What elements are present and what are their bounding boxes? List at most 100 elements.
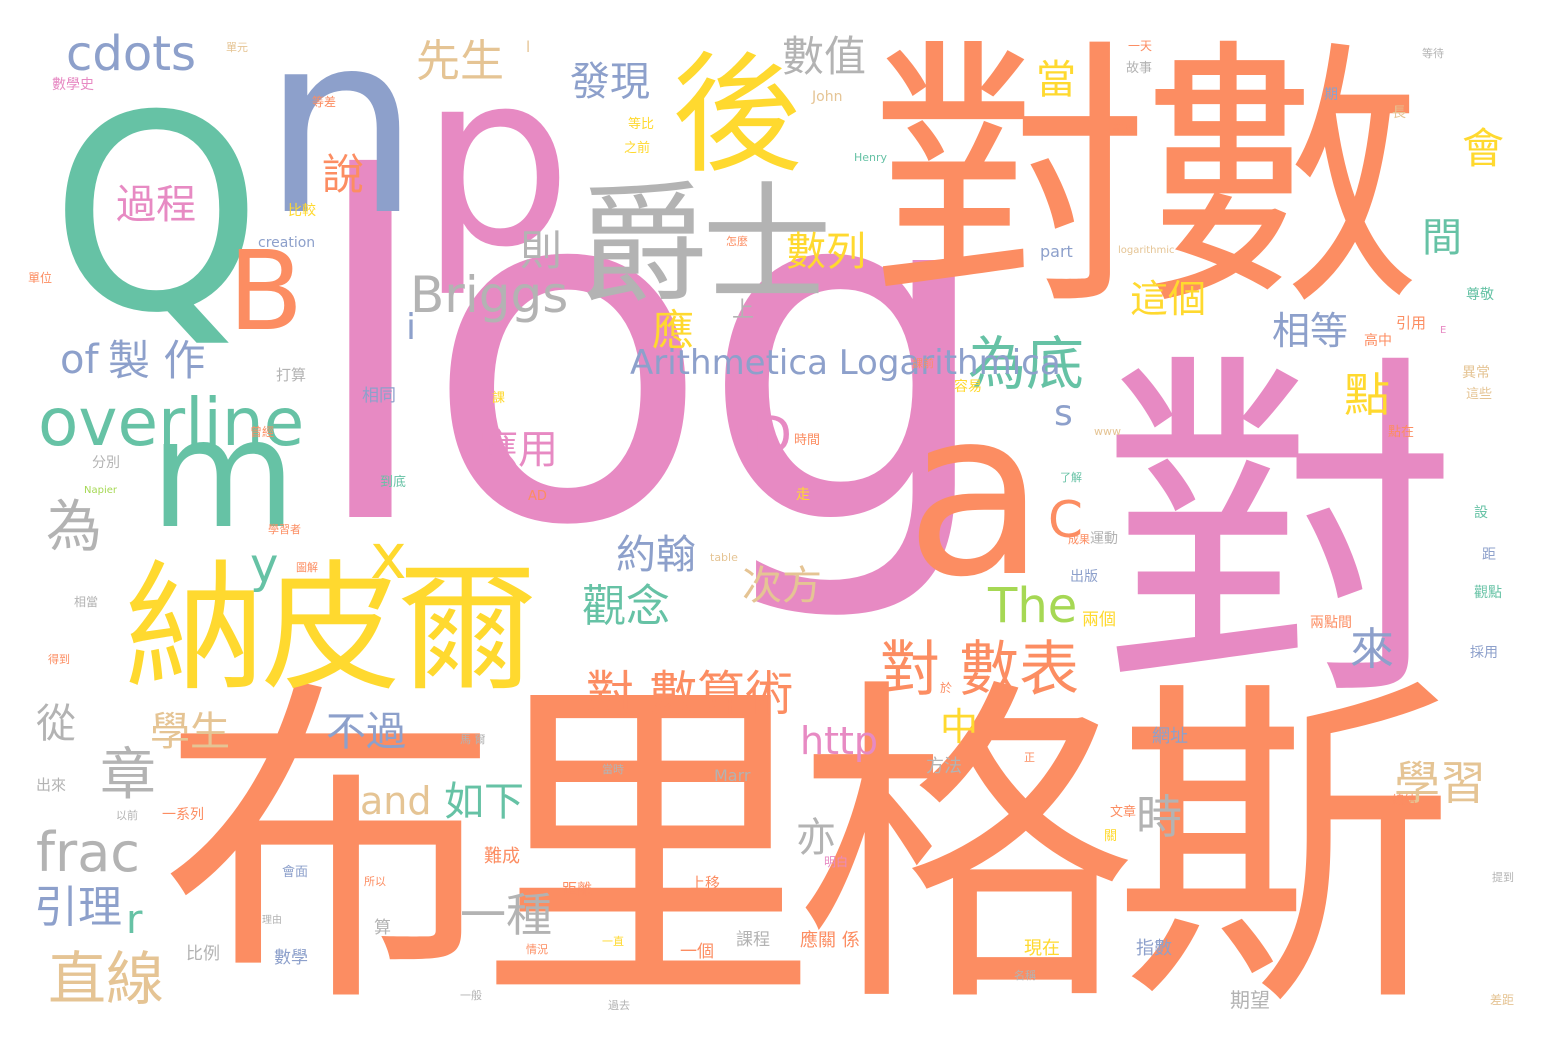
word-zhexie: 異常 <box>1462 365 1490 381</box>
word-dedao: 正 <box>1024 751 1035 764</box>
word-yiban: 以前 <box>116 809 138 822</box>
word-xuesheng: 學生 <box>150 709 230 755</box>
word-shang: x <box>370 520 407 593</box>
word-duishubiao: 對 數表 <box>880 635 1080 705</box>
word-yitian: 故事 <box>1126 61 1153 76</box>
word-john: l <box>526 38 531 56</box>
word-cifang: 次方 <box>742 563 822 609</box>
word-zhixian: 直線 <box>48 945 165 1013</box>
word-chang: 點在 <box>1388 425 1415 440</box>
word-xianzai: 指數 <box>1136 938 1172 959</box>
word-of: s <box>1054 393 1073 434</box>
word-liangge: 兩點間 <box>1310 615 1352 631</box>
word-dianzai: 尊敬 <box>1466 287 1494 303</box>
word-yi: 時 <box>1136 790 1182 844</box>
word-zhishu: 方法 <box>926 756 962 777</box>
word-chulai: 到底 <box>380 475 407 490</box>
word-ying: 說 <box>322 150 365 199</box>
word-cengjing: 課前 <box>912 357 934 370</box>
word-zhizuo: 製 作 <box>108 336 206 385</box>
word-log: log <box>305 81 997 628</box>
word-xuexizhe: 等待 <box>1422 47 1444 60</box>
word-yingguanxi: 期望 <box>1230 988 1270 1012</box>
word-D: D <box>752 406 793 466</box>
word-zenme: 比較 <box>288 203 316 219</box>
word-The: The <box>988 578 1078 634</box>
word-mingbai: 了解 <box>1060 471 1082 484</box>
word-table: Napier <box>84 485 117 496</box>
word-suoyi: 一般 <box>460 989 482 1002</box>
word-tidao: 一直 <box>602 935 624 948</box>
word-qingkuang: 所以 <box>364 875 386 888</box>
word-keqian: 得到 <box>48 653 70 666</box>
word-yiqian: 曾經 <box>250 425 275 439</box>
word-juli: 上移 <box>690 874 721 892</box>
word-gaozhong: 引用 <box>1396 314 1427 332</box>
word-xuexi: 學習 <box>1394 756 1486 810</box>
word-wei: 為 <box>46 495 102 560</box>
word-n: n <box>262 0 421 270</box>
word-dengdai: 成果 <box>1068 533 1090 546</box>
word-overline: overline <box>38 384 305 461</box>
word-guanxi: 重要 <box>1110 123 1135 137</box>
word-frac: frac <box>36 821 140 884</box>
word-napier-en: www <box>1094 425 1121 438</box>
word-yinyong: 馬 爾 <box>460 733 486 746</box>
word-liyou: 情況 <box>526 943 548 956</box>
word-danyuan: 數學史 <box>52 77 94 93</box>
word-duishusuanshu: 對 數算術 <box>586 666 794 722</box>
word-lai: 亦 <box>796 815 836 861</box>
word-zhiqian: 過去 <box>608 999 630 1012</box>
word-zou: 容易 <box>954 379 982 395</box>
word-shuxueshi: 出來 <box>36 776 67 794</box>
word-www: creation <box>258 235 316 251</box>
word-C: C <box>1048 491 1083 549</box>
word-wenzhang: 明白 <box>824 855 849 869</box>
word-mingcheng: 等差 <box>312 95 337 109</box>
word-Briggs: Briggs <box>410 266 569 324</box>
word-and: and <box>360 779 432 823</box>
word-kecheng: 應關 係 <box>800 930 860 951</box>
word-weidi: 為底 <box>968 330 1085 398</box>
word-zunjing: 這些 <box>1466 387 1493 402</box>
word-ruxia: 如下 <box>444 779 524 825</box>
word-guocheng: 過程 <box>116 182 196 228</box>
word-dangshi: 文章 <box>1110 805 1137 820</box>
word-s: Arithmetica Logarithmica <box>630 343 1061 383</box>
word-logarithmic: E <box>1440 325 1447 336</box>
word-l: i <box>406 307 417 348</box>
word-xiangdeng: 相等 <box>1272 309 1349 353</box>
word-zhang: 章 <box>100 743 156 808</box>
word-shuzhi: 數值 <box>782 32 867 81</box>
word-yizhong: 從 <box>36 701 76 747</box>
word-part: logarithmic <box>1118 245 1175 256</box>
word-shijian: 課 <box>492 391 506 406</box>
word-dasuan: 相當 <box>74 595 99 609</box>
word-hui: 點 <box>1344 368 1390 422</box>
word-fenbie: 相同 <box>362 386 396 406</box>
word-nancheng: 距離 <box>562 880 593 898</box>
word-dengbi: 之前 <box>624 141 651 156</box>
word-suan: 比例 <box>186 944 220 964</box>
word-faxian: 發現 <box>570 59 650 105</box>
word-dui: 對 <box>1100 325 1460 744</box>
word-qiwang: 算 <box>374 918 391 938</box>
word-xiansheng: 先生 <box>416 36 504 87</box>
word-maer: 難成 <box>484 846 520 867</box>
word-chuban: 兩個 <box>1082 610 1116 630</box>
word-AD: Marr <box>714 766 751 785</box>
word-guandian: 採用 <box>1470 645 1498 661</box>
word-Q: Q <box>50 57 263 372</box>
word-hou: 後 <box>672 39 803 191</box>
word-zongjie: 單位 <box>28 271 53 285</box>
word-yixilie: 一天 <box>1128 39 1153 53</box>
word-m: m <box>150 388 297 562</box>
word-shulie: 數列 <box>786 229 866 275</box>
word-xiangtong: part <box>1040 242 1073 261</box>
word-buguo: 不過 <box>326 709 406 755</box>
word-liangdianjian: 觀點 <box>1474 585 1502 601</box>
word-guannian: 觀念 <box>582 581 670 632</box>
word-bijiao: 關 <box>1104 829 1118 844</box>
word-arithmetica: 上 <box>732 298 755 323</box>
